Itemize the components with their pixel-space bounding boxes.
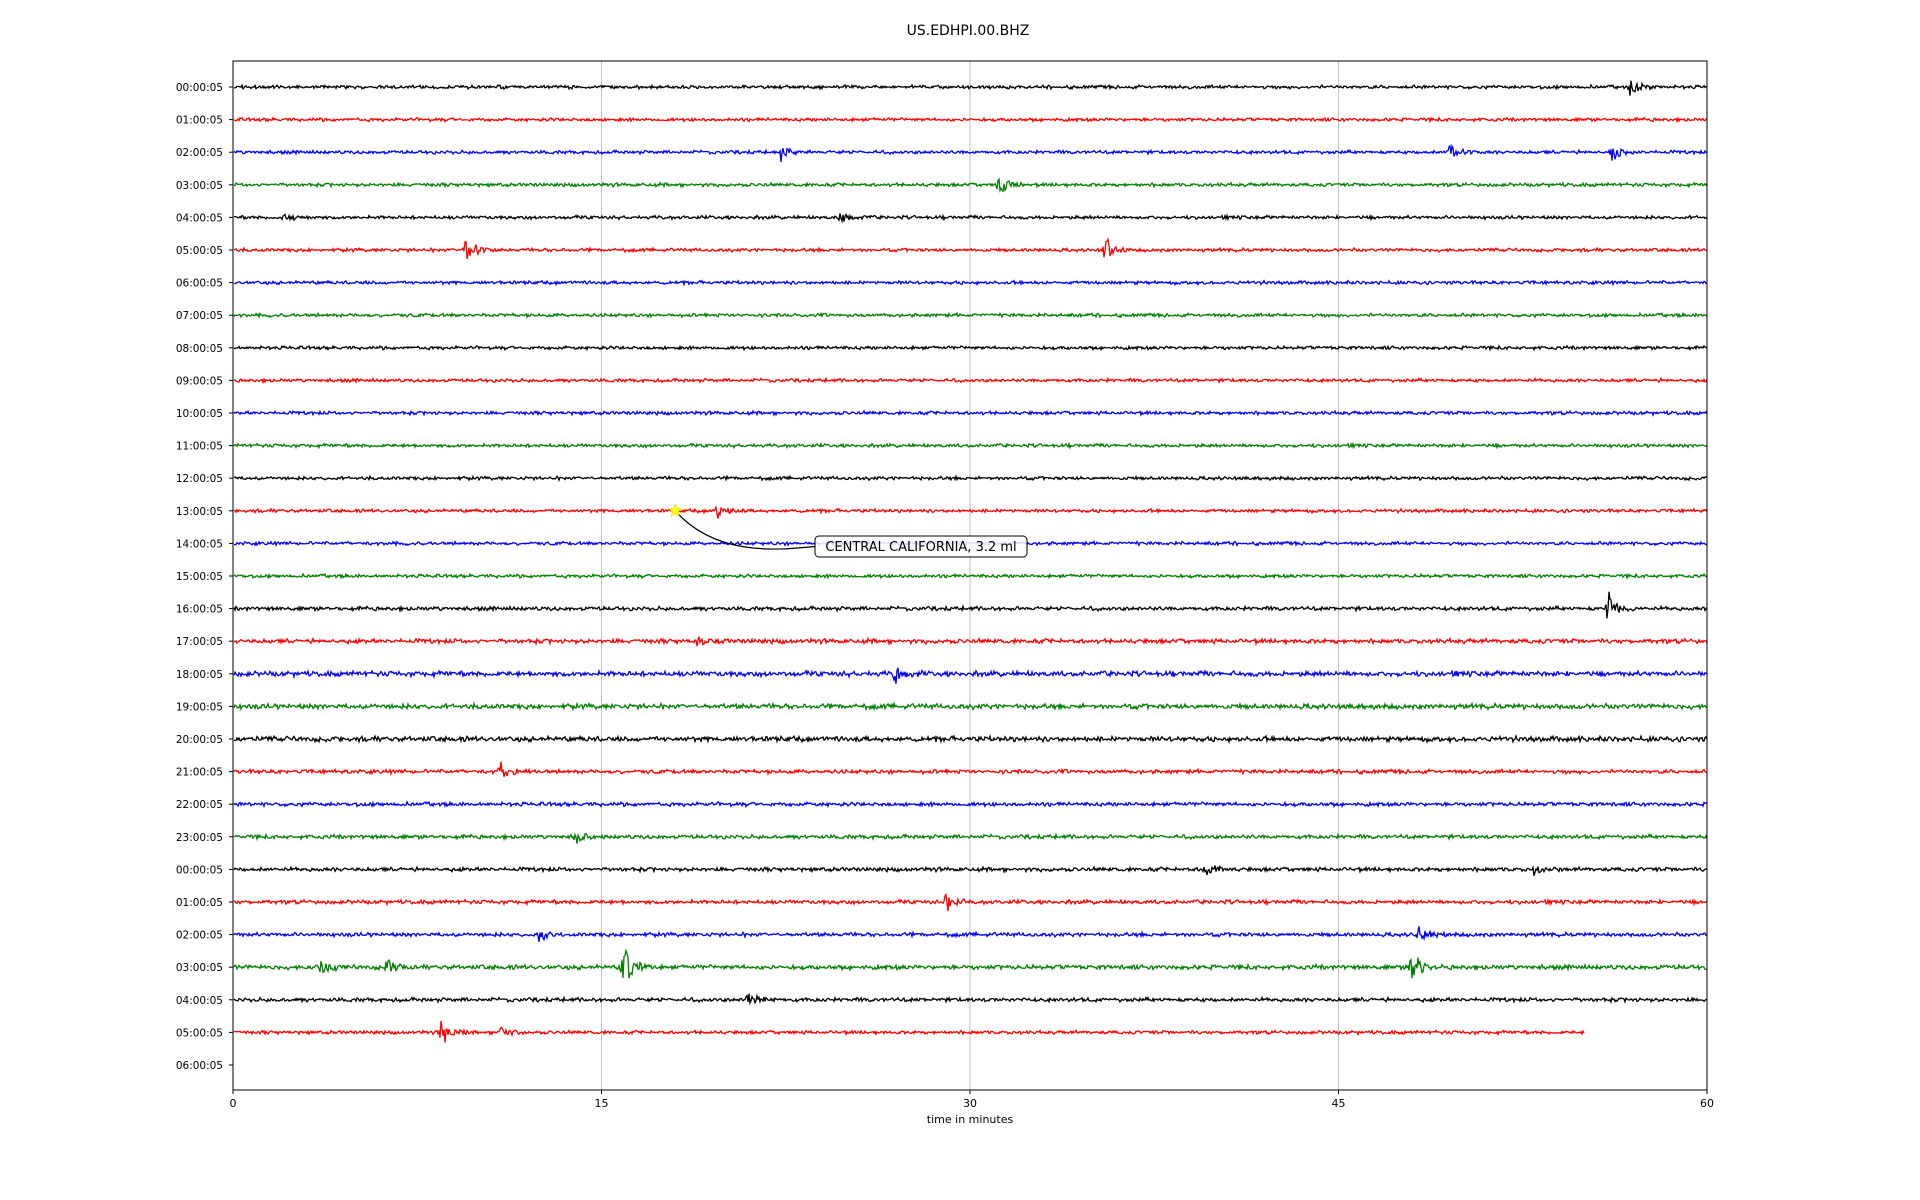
y-tick-label: 05:00:05 — [176, 245, 223, 257]
y-tick-label: 00:00:05 — [176, 864, 223, 876]
trace-row-11 — [233, 441, 1708, 450]
trace-row-28 — [233, 993, 1708, 1006]
y-tick-label: 03:00:05 — [176, 180, 223, 192]
y-tick-label: 19:00:05 — [176, 701, 223, 713]
y-tick-label: 08:00:05 — [176, 343, 223, 355]
trace-row-10 — [233, 409, 1708, 417]
y-tick-label: 04:00:05 — [176, 212, 223, 224]
x-axis-label: time in minutes — [927, 1113, 1014, 1126]
trace-row-3 — [233, 177, 1708, 193]
annotation-arrow — [674, 510, 816, 550]
trace-row-21 — [233, 761, 1708, 777]
trace-row-24 — [233, 865, 1708, 876]
trace-row-29 — [233, 1020, 1585, 1043]
trace-row-5 — [233, 237, 1708, 260]
y-tick-label: 17:00:05 — [176, 636, 223, 648]
y-tick-label: 01:00:05 — [176, 115, 223, 127]
y-tick-label: 18:00:05 — [176, 669, 223, 681]
y-tick-label: 13:00:05 — [176, 506, 223, 518]
trace-row-13 — [233, 505, 1708, 519]
x-tick-label: 30 — [963, 1097, 977, 1110]
y-tick-label: 02:00:05 — [176, 930, 223, 942]
trace-row-6 — [233, 279, 1708, 287]
trace-row-16 — [233, 591, 1708, 619]
y-tick-label: 03:00:05 — [176, 962, 223, 974]
y-tick-label: 06:00:05 — [176, 278, 223, 290]
trace-row-0 — [233, 80, 1708, 96]
seismogram-traces — [233, 80, 1708, 1043]
y-tick-label: 22:00:05 — [176, 799, 223, 811]
y-tick-label: 02:00:05 — [176, 147, 223, 159]
trace-row-2 — [233, 143, 1708, 163]
x-tick-label: 45 — [1332, 1097, 1346, 1110]
y-tick-label: 14:00:05 — [176, 538, 223, 550]
y-tick-label: 01:00:05 — [176, 897, 223, 909]
y-tick-label: 09:00:05 — [176, 375, 223, 387]
y-tick-label: 15:00:05 — [176, 571, 223, 583]
y-tick-label: 05:00:05 — [176, 1027, 223, 1039]
trace-row-27 — [233, 948, 1708, 979]
trace-row-19 — [233, 700, 1708, 712]
y-tick-label: 00:00:05 — [176, 82, 223, 94]
y-tick-label: 12:00:05 — [176, 473, 223, 485]
y-tick-label: 16:00:05 — [176, 604, 223, 616]
trace-row-26 — [233, 926, 1708, 943]
event-star-marker — [667, 503, 683, 518]
x-tick-label: 60 — [1700, 1097, 1714, 1110]
trace-row-9 — [233, 376, 1708, 385]
y-tick-label: 06:00:05 — [176, 1060, 223, 1072]
y-tick-label: 07:00:05 — [176, 310, 223, 322]
trace-row-7 — [233, 311, 1708, 320]
y-tick-label: 21:00:05 — [176, 767, 223, 779]
trace-row-4 — [233, 212, 1708, 224]
trace-row-17 — [233, 636, 1708, 647]
x-tick-label: 15 — [595, 1097, 609, 1110]
trace-row-23 — [233, 832, 1708, 844]
y-tick-label: 11:00:05 — [176, 441, 223, 453]
annotation-box — [814, 535, 1028, 558]
chart-title: US.EDHPI.00.BHZ — [907, 23, 1030, 39]
trace-row-20 — [233, 734, 1708, 745]
trace-row-25 — [233, 893, 1708, 912]
trace-row-1 — [233, 116, 1708, 124]
y-tick-label: 23:00:05 — [176, 832, 223, 844]
trace-row-8 — [233, 344, 1708, 352]
y-tick-label: 10:00:05 — [176, 408, 223, 420]
trace-row-22 — [233, 800, 1708, 809]
trace-row-15 — [233, 572, 1708, 580]
x-tick-labels: 0 15 30 45 60 — [230, 1090, 1714, 1110]
event-annotation: CENTRAL CALIFORNIA, 3.2 ml — [667, 503, 1028, 558]
y-tick-label: 04:00:05 — [176, 995, 223, 1007]
x-tick-label: 0 — [230, 1097, 237, 1110]
y-tick-label: 20:00:05 — [176, 734, 223, 746]
y-tick-labels: 00:00:05 01:00:05 02:00:05 03:00:05 04:00:05… — [176, 82, 233, 1072]
trace-row-18 — [233, 667, 1708, 684]
trace-row-12 — [233, 474, 1708, 482]
annotation-text: CENTRAL CALIFORNIA, 3.2 ml — [825, 540, 1016, 555]
